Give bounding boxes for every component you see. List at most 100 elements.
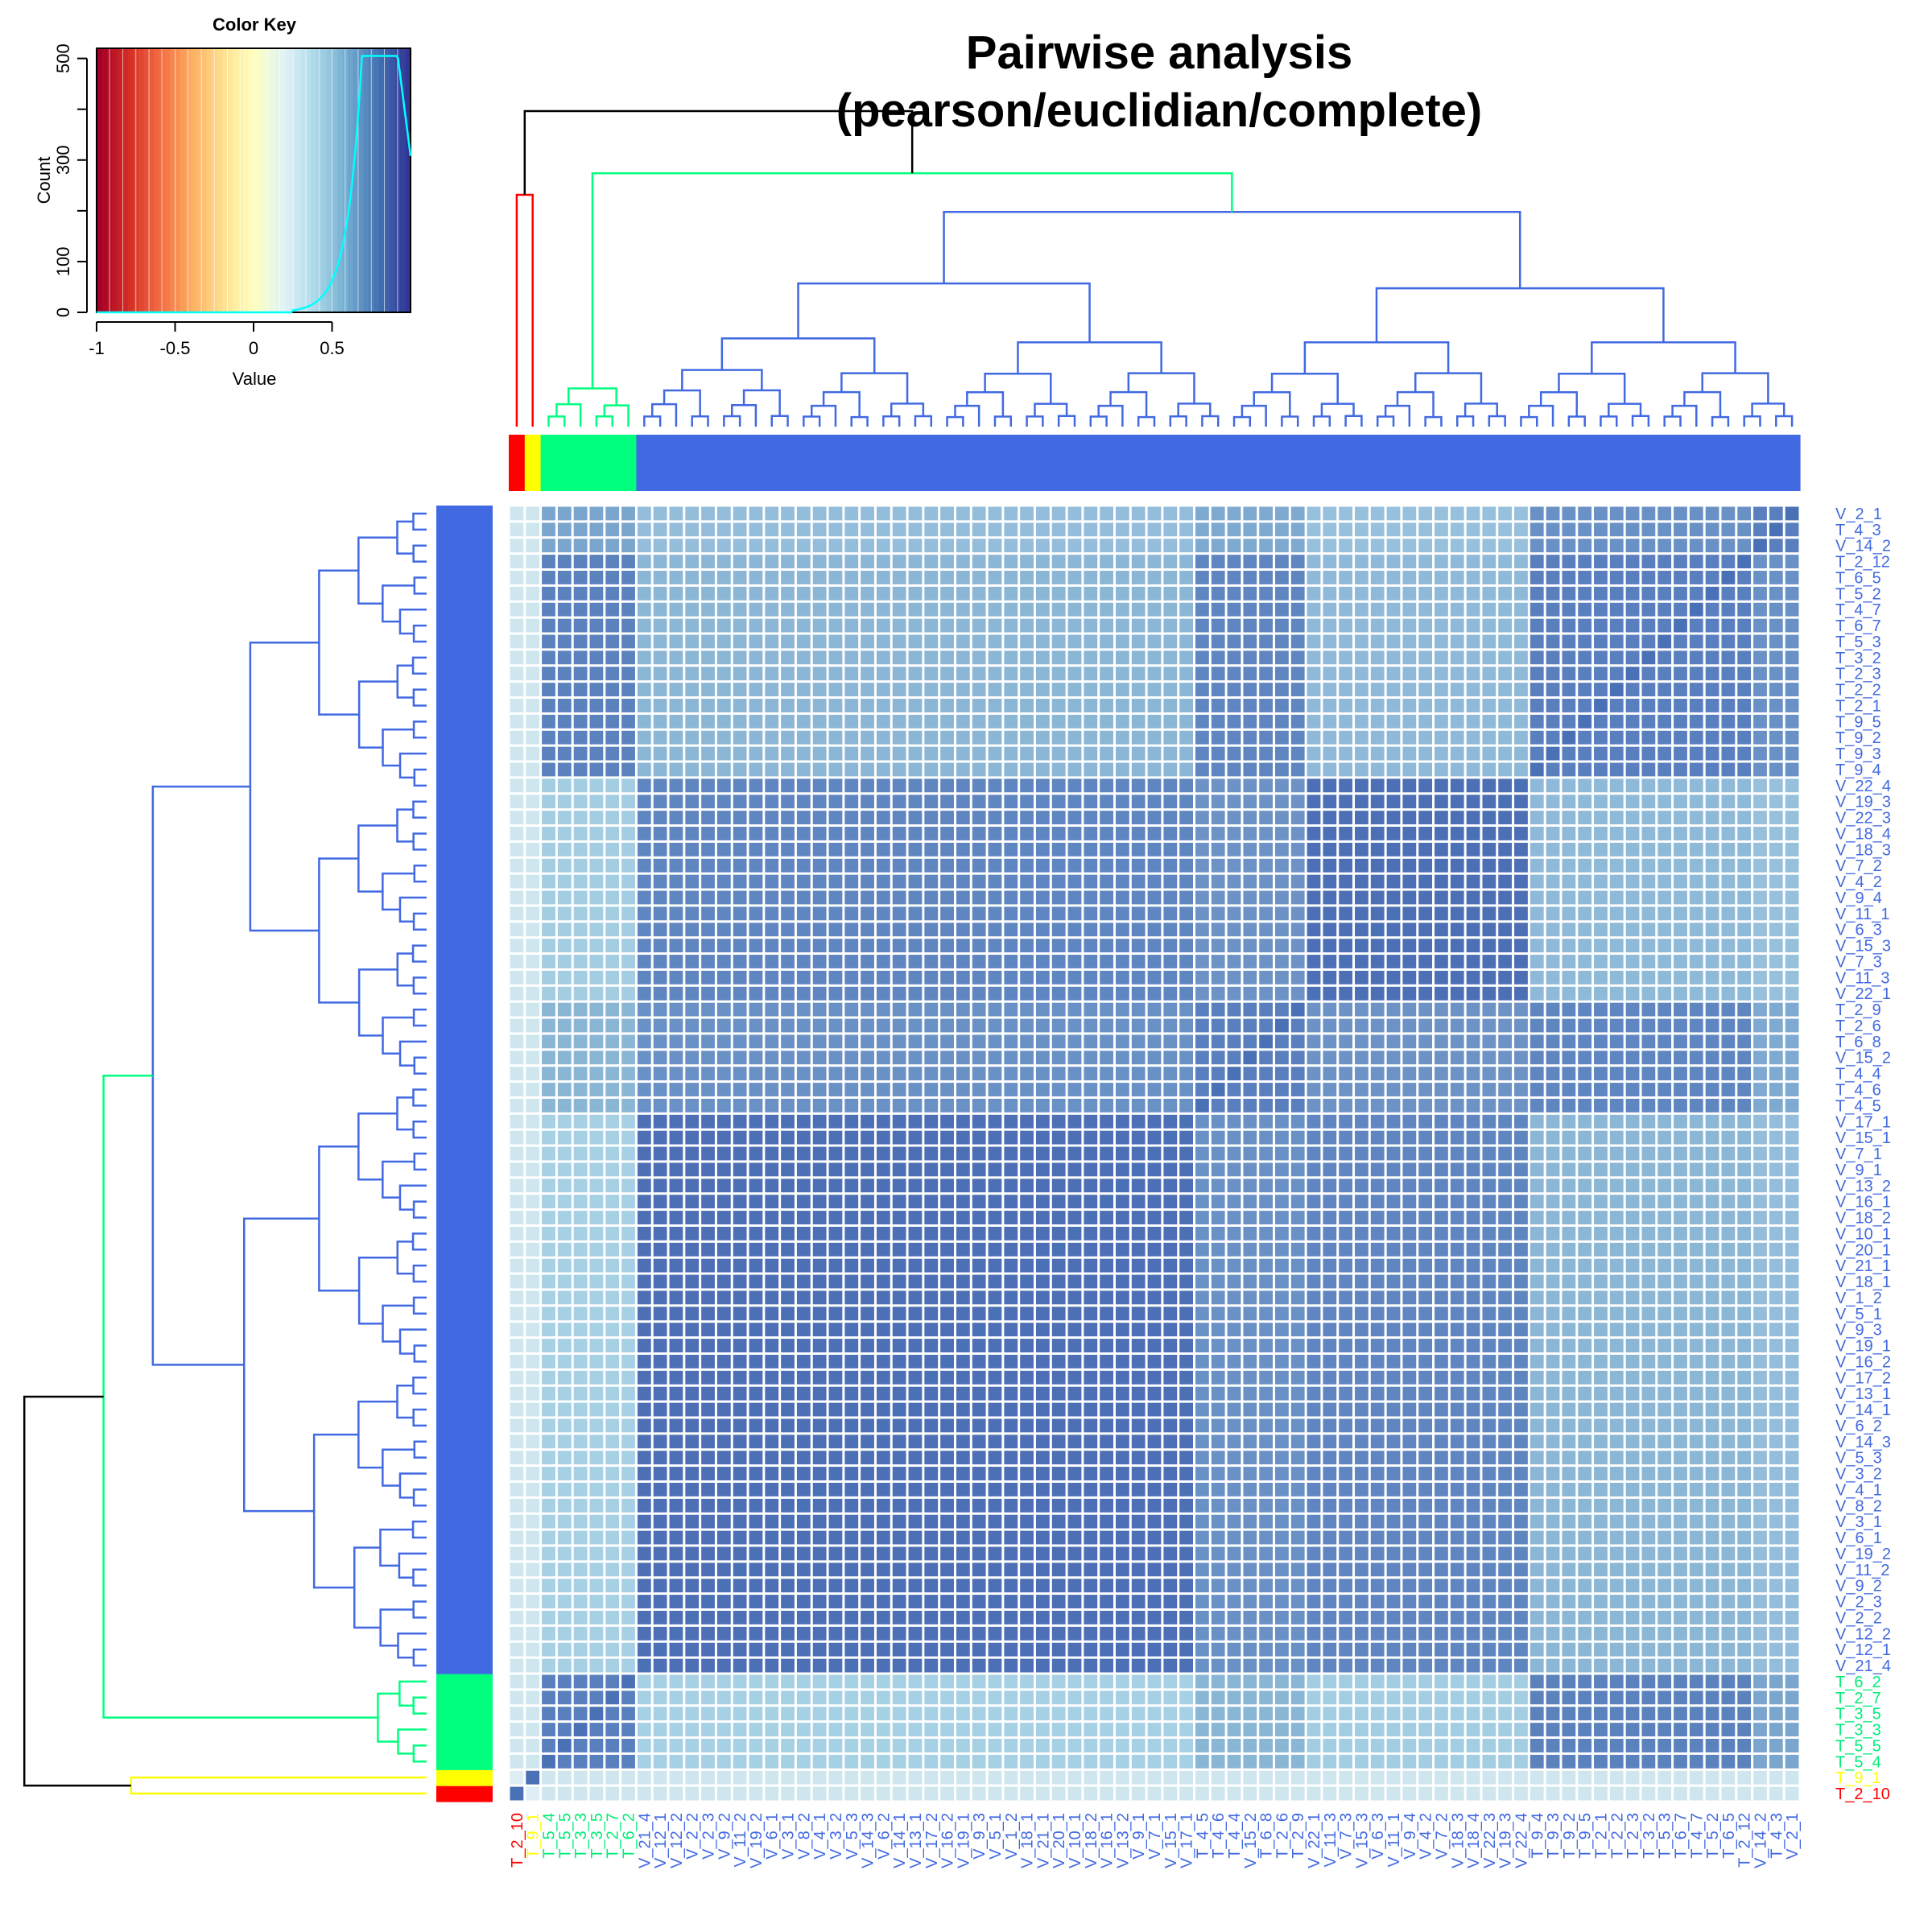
heatmap-cell bbox=[1641, 1195, 1656, 1209]
heatmap-cell bbox=[1051, 1307, 1066, 1321]
heatmap-cell bbox=[781, 1274, 795, 1289]
heatmap-cell bbox=[557, 1770, 572, 1785]
heatmap-cell bbox=[1641, 1386, 1656, 1401]
heatmap-cell bbox=[1115, 970, 1129, 985]
color-key-swatch bbox=[118, 48, 123, 312]
heatmap-cell bbox=[956, 1290, 970, 1305]
heatmap-cell bbox=[1084, 1226, 1098, 1241]
heatmap-cell bbox=[1769, 1051, 1783, 1065]
heatmap-cell bbox=[526, 1034, 540, 1049]
heatmap-cell bbox=[1275, 1674, 1289, 1689]
heatmap-cell bbox=[796, 1274, 811, 1289]
heatmap-cell bbox=[1259, 939, 1274, 953]
heatmap-cell bbox=[1020, 1514, 1034, 1529]
heatmap-cell bbox=[1578, 1418, 1592, 1433]
heatmap-cell bbox=[1594, 1179, 1608, 1193]
heatmap-cell bbox=[1466, 1002, 1480, 1017]
heatmap-cell bbox=[749, 1642, 763, 1657]
heatmap-cell bbox=[716, 1467, 731, 1480]
heatmap-cell bbox=[861, 1658, 874, 1673]
dendrogram-link bbox=[396, 808, 414, 843]
heatmap-cell bbox=[510, 1451, 524, 1465]
dendrogram-link bbox=[412, 1008, 427, 1027]
heatmap-cell bbox=[1035, 923, 1050, 937]
heatmap-cell bbox=[1578, 1467, 1592, 1480]
heatmap-cell bbox=[812, 970, 827, 985]
heatmap-cell bbox=[1211, 1258, 1225, 1273]
heatmap-cell bbox=[1514, 1626, 1528, 1641]
heatmap-cell bbox=[1020, 1226, 1034, 1241]
heatmap-cell bbox=[573, 1626, 588, 1641]
heatmap-cell bbox=[1609, 1226, 1624, 1241]
heatmap-cell bbox=[542, 1242, 555, 1257]
heatmap-cell bbox=[1705, 1034, 1719, 1049]
heatmap-cell bbox=[716, 1530, 731, 1545]
heatmap-cell bbox=[653, 1770, 667, 1785]
heatmap-cell bbox=[1498, 1034, 1513, 1049]
heatmap-cell bbox=[828, 890, 843, 905]
heatmap-cell bbox=[812, 1451, 827, 1465]
heatmap-cell bbox=[733, 1386, 747, 1401]
heatmap-cell bbox=[1339, 1402, 1353, 1417]
heatmap-cell bbox=[1100, 1770, 1113, 1785]
heatmap-cell bbox=[1753, 1162, 1767, 1177]
heatmap-cell bbox=[653, 1211, 667, 1224]
heatmap-cell bbox=[1530, 1690, 1544, 1705]
dendrogram-link bbox=[1303, 341, 1450, 374]
heatmap-cell bbox=[1737, 1051, 1752, 1065]
heatmap-cell bbox=[988, 1146, 1002, 1161]
heatmap-cell bbox=[1530, 986, 1544, 1001]
heatmap-cell bbox=[908, 1323, 923, 1337]
heatmap-cell bbox=[685, 1451, 700, 1465]
heatmap-cell bbox=[1259, 1451, 1274, 1465]
heatmap-cell bbox=[733, 1579, 747, 1593]
heatmap-cell bbox=[1785, 1723, 1799, 1736]
heatmap-cell bbox=[1131, 1067, 1146, 1081]
heatmap-cell bbox=[844, 1051, 859, 1065]
heatmap-cell bbox=[1769, 970, 1783, 985]
heatmap-cell bbox=[1195, 1114, 1209, 1129]
dendrogram-link bbox=[382, 729, 415, 767]
heatmap-cell bbox=[1657, 1435, 1672, 1449]
heatmap-cell bbox=[653, 1514, 667, 1529]
heatmap-cell bbox=[1689, 1339, 1703, 1352]
heatmap-cell bbox=[1004, 923, 1018, 937]
heatmap-cell bbox=[1084, 1354, 1098, 1368]
heatmap-cell bbox=[1498, 1386, 1513, 1401]
heatmap-cell bbox=[542, 1467, 555, 1480]
color-key-swatch bbox=[358, 48, 364, 312]
dendrogram-link bbox=[595, 415, 613, 427]
color-key-swatch bbox=[332, 48, 338, 312]
heatmap-cell bbox=[701, 1738, 715, 1752]
heatmap-cell bbox=[1163, 1051, 1178, 1065]
heatmap-cell bbox=[685, 1482, 700, 1496]
heatmap-cell bbox=[876, 1083, 890, 1096]
heatmap-cell bbox=[1450, 1610, 1464, 1624]
heatmap-cell bbox=[749, 906, 763, 921]
color-key-swatch bbox=[269, 48, 275, 312]
heatmap-cell bbox=[908, 1130, 923, 1145]
heatmap-cell bbox=[1227, 1418, 1241, 1433]
heatmap-cell bbox=[1259, 906, 1274, 921]
heatmap-cell bbox=[1147, 986, 1162, 1001]
heatmap-cell bbox=[1339, 1211, 1353, 1224]
row-side-color bbox=[436, 841, 493, 858]
heatmap-cell bbox=[1020, 1002, 1034, 1017]
heatmap-cell bbox=[1179, 1674, 1193, 1689]
heatmap-cell bbox=[1530, 1370, 1544, 1385]
heatmap-cell bbox=[1657, 1098, 1672, 1113]
heatmap-cell bbox=[1641, 1146, 1656, 1161]
heatmap-cell bbox=[1546, 1130, 1560, 1145]
heatmap-cell bbox=[1290, 1467, 1305, 1480]
heatmap-cell bbox=[542, 1307, 555, 1321]
heatmap-cell bbox=[892, 1402, 906, 1417]
heatmap-cell bbox=[1051, 1034, 1066, 1049]
heatmap-cell bbox=[749, 939, 763, 953]
heatmap-cell bbox=[844, 1451, 859, 1465]
heatmap-cell bbox=[1625, 1690, 1640, 1705]
heatmap-cell bbox=[526, 1514, 540, 1529]
heatmap-cell bbox=[716, 1402, 731, 1417]
heatmap-cell bbox=[716, 1018, 731, 1033]
heatmap-cell bbox=[924, 1274, 939, 1289]
heatmap-cell bbox=[605, 1626, 620, 1641]
